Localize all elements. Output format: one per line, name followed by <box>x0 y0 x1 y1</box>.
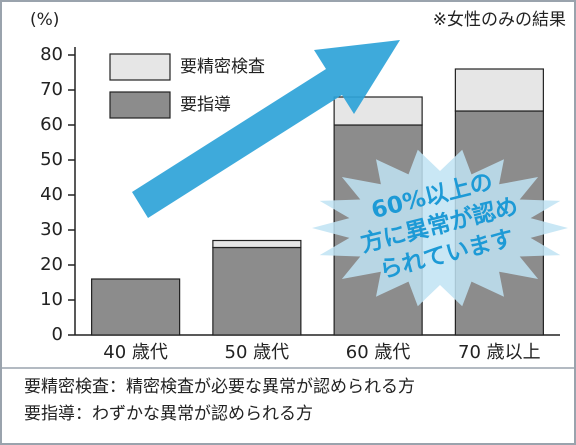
legend-swatch <box>109 53 171 81</box>
legend-label: 要指導 <box>180 95 231 115</box>
arrow <box>132 40 400 218</box>
bar-segment <box>454 68 544 112</box>
y-axis-label: (%) <box>30 10 59 30</box>
y-tick-label: 10 <box>40 289 63 310</box>
x-tick-label: 70 歳以上 <box>458 342 541 363</box>
y-tick-label: 20 <box>40 254 63 275</box>
legend-swatch <box>109 91 171 119</box>
y-tick-label: 70 <box>40 79 63 100</box>
x-tick-label: 40 歳代 <box>103 342 168 363</box>
bar-segment <box>212 239 302 249</box>
y-tick-label: 30 <box>40 219 63 240</box>
y-tick-label: 80 <box>40 44 63 65</box>
y-tick-label: 60 <box>40 114 63 135</box>
x-tick-label: 60 歳代 <box>346 342 411 363</box>
decoration <box>132 40 568 307</box>
footnote: 要指導：わずかな異常が認められる方 <box>24 404 313 424</box>
y-tick-label: 50 <box>40 149 63 170</box>
y-tick-label: 0 <box>52 324 63 345</box>
x-tick-label: 50 歳代 <box>225 342 290 363</box>
bar-segment <box>212 246 302 336</box>
note: ※女性のみの結果 <box>433 10 566 30</box>
y-tick-label: 40 <box>40 184 63 205</box>
starburst <box>312 149 568 307</box>
footnote: 要精密検査：精密検査が必要な異常が認められる方 <box>24 377 415 397</box>
legend-label: 要精密検査 <box>180 57 265 77</box>
bar-segment <box>91 278 181 336</box>
